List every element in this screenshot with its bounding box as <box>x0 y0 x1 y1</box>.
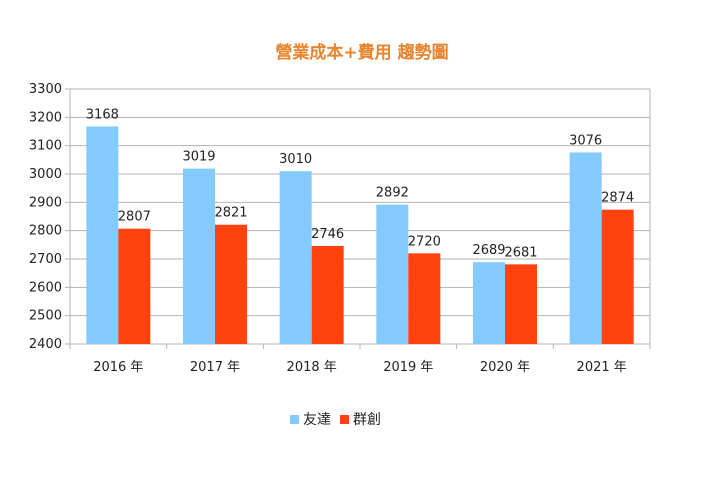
x-axis-ticks: 2016 年 2017 年 2018 年 2019 年 2020 年 2021 年 <box>69 344 651 375</box>
grid-layer <box>65 88 651 349</box>
data-label: 3019 <box>182 150 215 165</box>
y-tick-label: 2600 <box>29 280 62 295</box>
legend-swatch <box>290 415 299 424</box>
data-label: 2874 <box>601 191 634 206</box>
data-label: 2689 <box>472 243 505 258</box>
y-tick-label: 2800 <box>29 224 62 239</box>
data-label: 3168 <box>86 107 119 122</box>
legend-swatch <box>340 415 349 424</box>
bar <box>311 245 344 344</box>
x-tick-label: 2016 年 <box>93 360 143 375</box>
y-tick-label: 3300 <box>29 82 62 97</box>
data-label: 3010 <box>279 152 312 167</box>
bar <box>473 262 505 344</box>
y-tick-label: 2700 <box>29 252 62 267</box>
bar <box>505 264 537 344</box>
bar <box>569 152 602 344</box>
bar <box>215 224 247 344</box>
x-tick-label: 2018 年 <box>287 360 337 375</box>
data-label: 2892 <box>376 186 409 201</box>
legend-label: 群創 <box>353 412 381 428</box>
bars <box>86 126 634 345</box>
data-label: 2807 <box>118 210 151 225</box>
data-labels: 3168 2807 3019 2821 3010 2746 2892 2720 26892681… <box>86 107 634 260</box>
y-tick-label: 2400 <box>29 337 62 352</box>
data-label: 2681 <box>504 245 537 260</box>
x-tick-label: 2020 年 <box>480 360 530 375</box>
x-tick-label: 2017 年 <box>190 360 240 375</box>
data-label: 2746 <box>311 227 344 242</box>
x-tick-label: 2021 年 <box>577 360 627 375</box>
bar <box>408 253 441 344</box>
y-axis-ticks: 2400 2500 2600 2700 2800 2900 3000 3100 3200 3300 <box>29 82 62 352</box>
bar <box>86 126 119 345</box>
legend: 友達 群創 <box>290 412 381 428</box>
x-tick-label: 2019 年 <box>383 360 433 375</box>
data-label: 3076 <box>569 133 602 148</box>
data-label: 2720 <box>408 234 441 249</box>
bar <box>183 168 215 344</box>
y-tick-label: 2900 <box>29 195 62 210</box>
y-tick-label: 3100 <box>29 139 62 154</box>
bar <box>601 209 634 344</box>
y-tick-label: 3200 <box>29 110 62 125</box>
y-tick-label: 3000 <box>29 167 62 182</box>
legend-label: 友達 <box>303 412 331 428</box>
chart-title: 營業成本+費用 趨勢圖 <box>275 42 448 63</box>
bar <box>118 228 151 344</box>
bar <box>376 204 409 344</box>
bar <box>279 171 312 344</box>
data-label: 2821 <box>214 206 247 221</box>
y-tick-label: 2500 <box>29 309 62 324</box>
